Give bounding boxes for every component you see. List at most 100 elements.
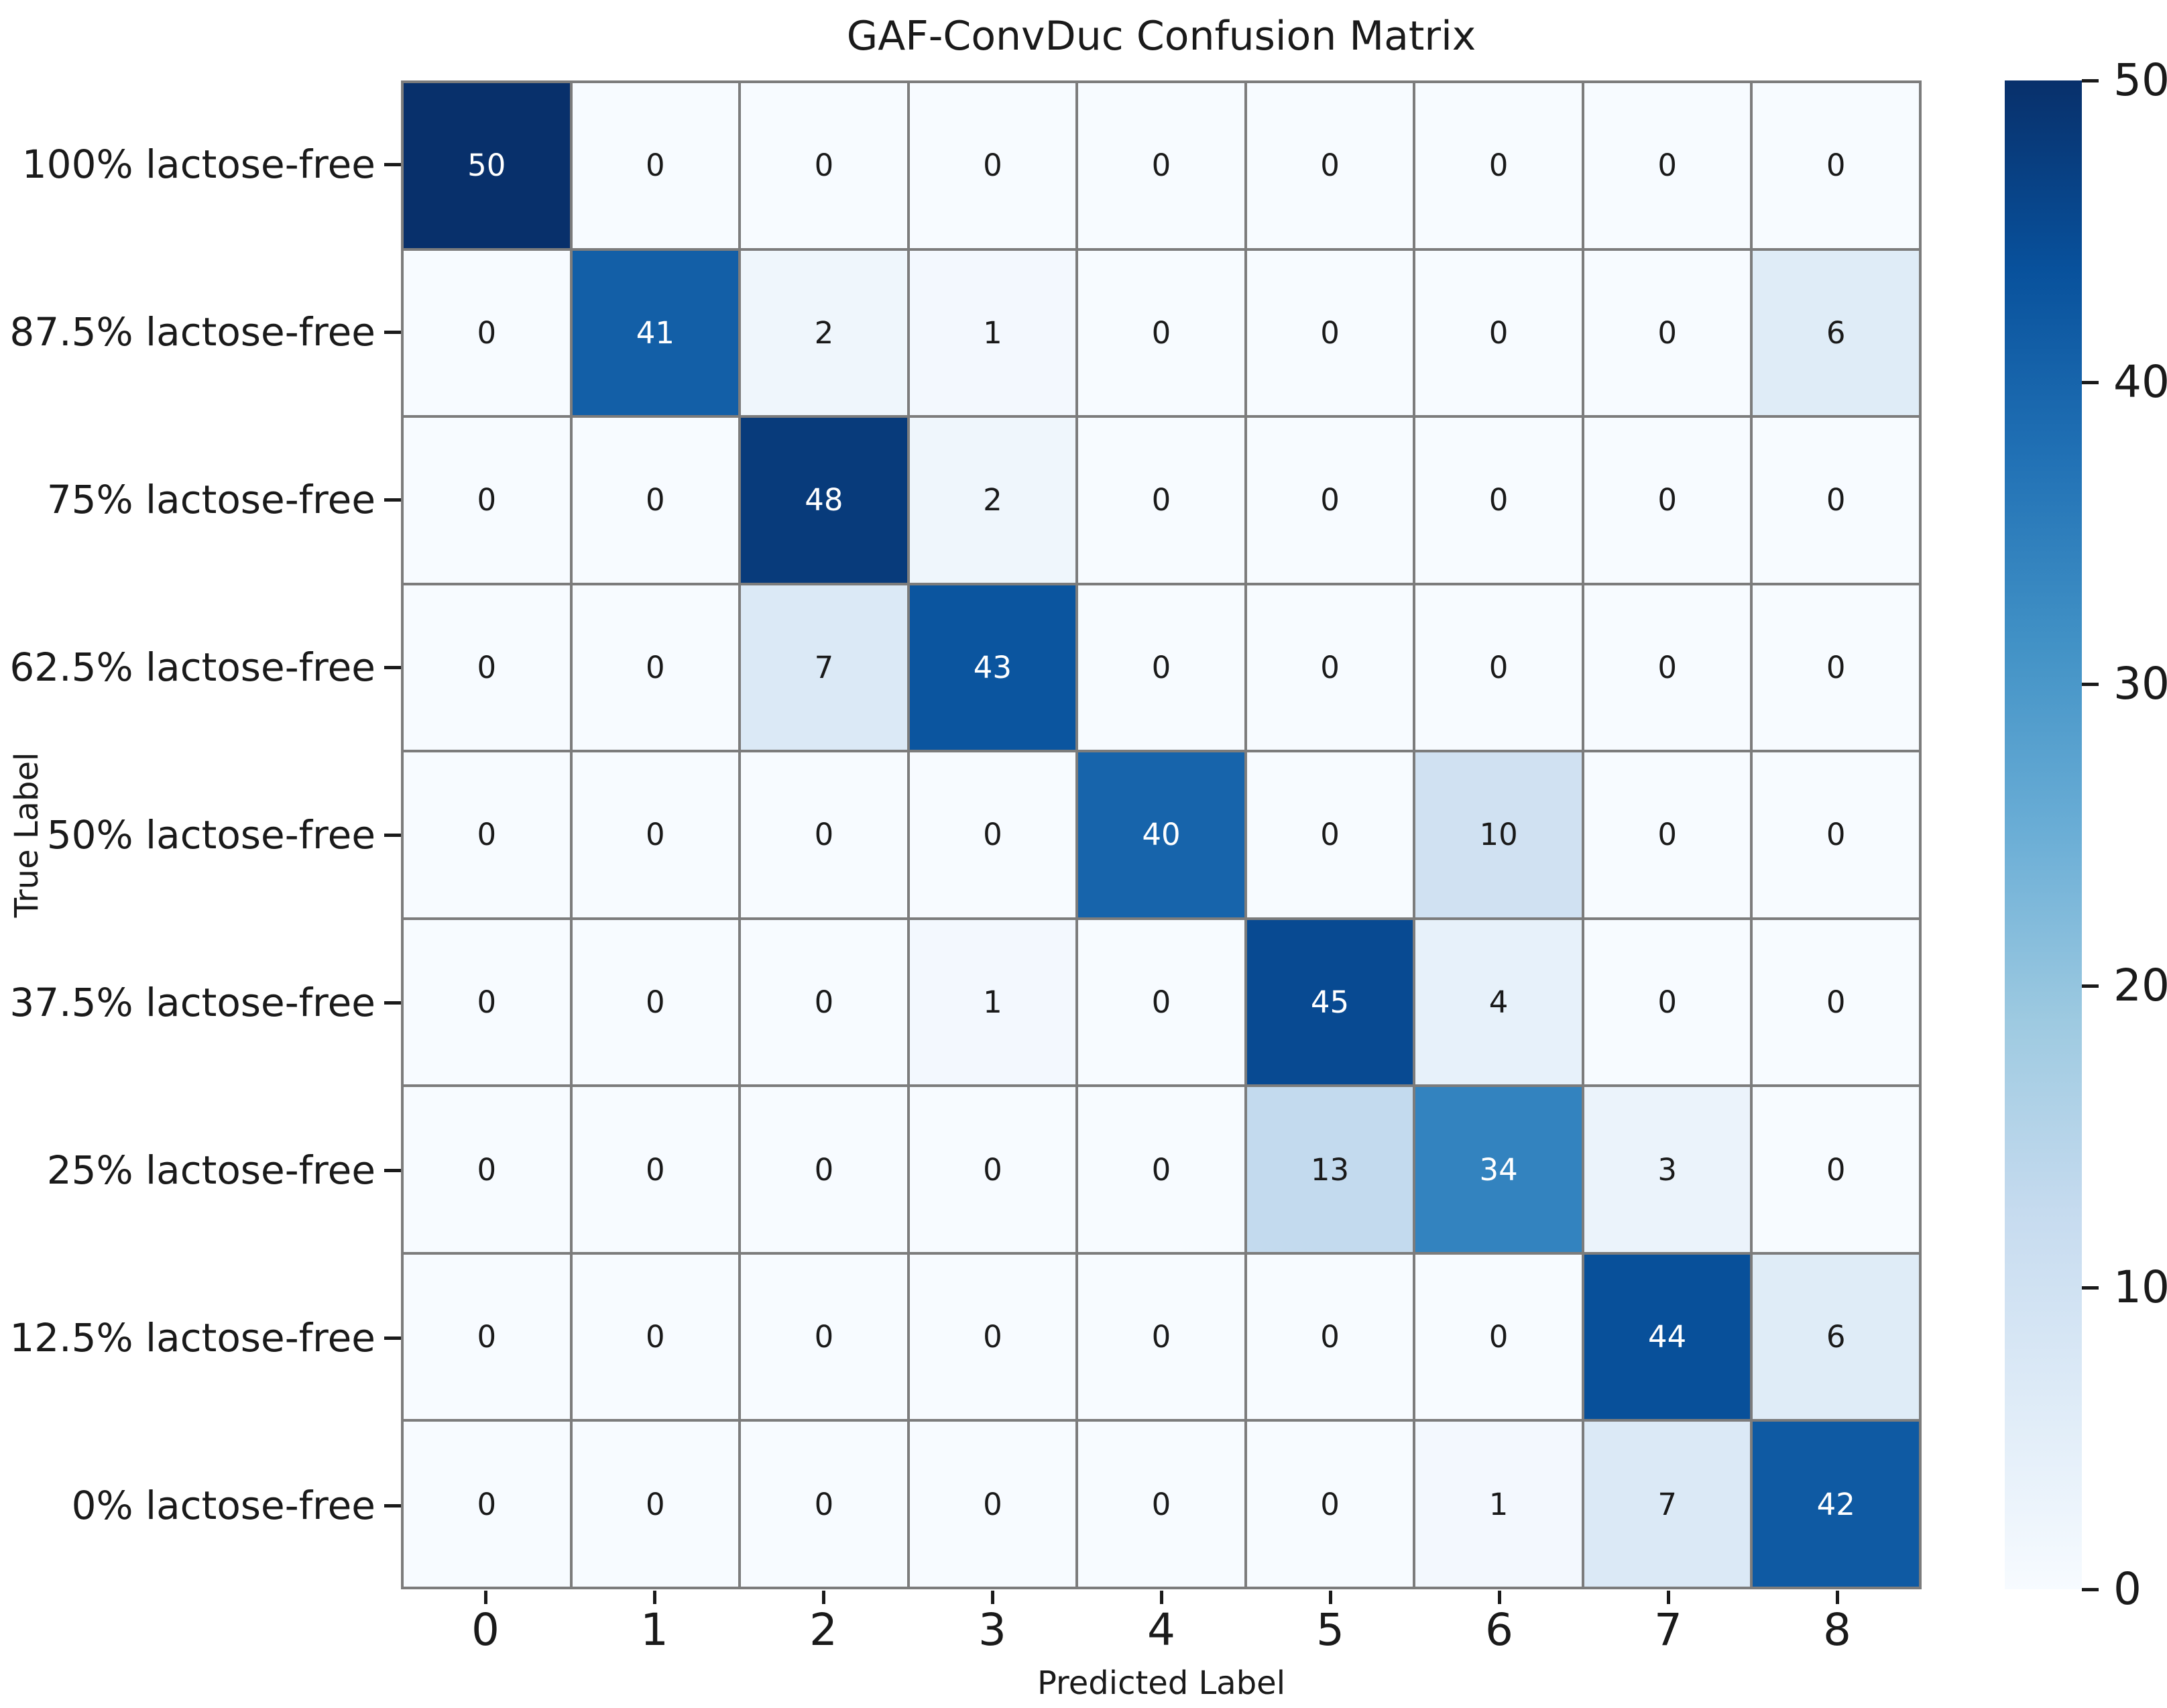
- heatmap-cell: 0: [1753, 585, 1919, 750]
- heatmap-cell: 0: [1246, 1422, 1413, 1587]
- heatmap-cell: 0: [1078, 250, 1244, 416]
- heatmap-cell: 0: [1584, 585, 1751, 750]
- y-tick-label: 37.5% lactose-free: [9, 980, 375, 1025]
- heatmap-cell: 1: [1415, 1422, 1582, 1587]
- heatmap-cell: 48: [741, 418, 907, 583]
- colorbar-tick-mark: [2082, 1286, 2099, 1290]
- x-axis-title: Predicted Label: [1037, 1664, 1286, 1702]
- heatmap-cell: 40: [1078, 752, 1244, 917]
- x-tick-label: 5: [1316, 1604, 1344, 1656]
- heatmap-cell: 0: [572, 585, 739, 750]
- y-tick-mark: [384, 1001, 401, 1005]
- heatmap-cell: 0: [572, 1422, 739, 1587]
- heatmap-cell: 42: [1753, 1422, 1919, 1587]
- heatmap-cell: 0: [1246, 752, 1413, 917]
- colorbar-tick-label: 40: [2113, 356, 2167, 408]
- heatmap-cell: 0: [1415, 1254, 1582, 1420]
- heatmap-cell: 0: [1246, 83, 1413, 248]
- heatmap-cell: 0: [909, 83, 1076, 248]
- heatmap-cell: 0: [1753, 919, 1919, 1085]
- colorbar-tick: 0: [2082, 1567, 2142, 1611]
- heatmap-cell: 44: [1584, 1254, 1751, 1420]
- x-tick-label: 0: [471, 1604, 500, 1656]
- x-tick-label: 2: [809, 1604, 837, 1656]
- heatmap-cell: 0: [1753, 418, 1919, 583]
- heatmap-cell: 41: [572, 250, 739, 416]
- heatmap-cell: 0: [1078, 418, 1244, 583]
- x-tick-mark: [990, 1591, 994, 1604]
- heatmap-cell: 10: [1415, 752, 1582, 917]
- colorbar-gradient: [2005, 80, 2082, 1589]
- colorbar-tick: 10: [2082, 1265, 2167, 1310]
- heatmap-cell: 0: [1584, 83, 1751, 248]
- y-tick-label: 0% lactose-free: [71, 1483, 375, 1528]
- colorbar-tick-mark: [2082, 682, 2099, 686]
- x-tick-label: 8: [1823, 1604, 1851, 1656]
- x-tick-label: 6: [1485, 1604, 1513, 1656]
- y-axis-tick-labels: 100% lactose-free 87.5% lactose-free 75% l…: [0, 80, 375, 1589]
- heatmap-cell: 13: [1246, 1087, 1413, 1252]
- heatmap-cell: 0: [1246, 418, 1413, 583]
- colorbar-tick-label: 20: [2113, 960, 2167, 1011]
- heatmap-cell: 0: [1584, 250, 1751, 416]
- heatmap-cell: 0: [404, 585, 570, 750]
- y-tick-mark: [384, 665, 401, 669]
- heatmap-cell: 45: [1246, 919, 1413, 1085]
- y-tick-label: 25% lactose-free: [46, 1147, 375, 1193]
- heatmap-cell: 0: [1078, 1422, 1244, 1587]
- y-tick-mark: [384, 1336, 401, 1340]
- y-tick-label: 87.5% lactose-free: [9, 309, 375, 355]
- heatmap-cell: 0: [572, 1087, 739, 1252]
- heatmap-cell: 4: [1415, 919, 1582, 1085]
- heatmap-cell: 1: [909, 919, 1076, 1085]
- heatmap-cell: 2: [909, 418, 1076, 583]
- x-tick-mark: [483, 1591, 487, 1604]
- heatmap-cell: 0: [1246, 585, 1413, 750]
- x-tick-mark: [1159, 1591, 1163, 1604]
- x-tick-label: 4: [1147, 1604, 1175, 1656]
- heatmap-cell: 0: [741, 752, 907, 917]
- x-tick-mark: [1666, 1591, 1670, 1604]
- y-tick-mark: [384, 833, 401, 837]
- heatmap-cell: 0: [404, 752, 570, 917]
- heatmap-cell: 0: [1078, 585, 1244, 750]
- colorbar-tick-label: 10: [2113, 1261, 2167, 1313]
- heatmap-cell: 0: [572, 1254, 739, 1420]
- heatmap-cell: 0: [1753, 752, 1919, 917]
- colorbar-tick-label: 0: [2113, 1563, 2142, 1615]
- heatmap-cell: 0: [741, 1254, 907, 1420]
- heatmap-cell: 0: [1078, 919, 1244, 1085]
- x-tick-mark: [652, 1591, 656, 1604]
- heatmap-cell: 7: [741, 585, 907, 750]
- heatmap-cell: 0: [572, 752, 739, 917]
- heatmap-cell: 0: [1246, 250, 1413, 416]
- heatmap-cell: 0: [909, 1422, 1076, 1587]
- heatmap-cell: 0: [404, 1254, 570, 1420]
- heatmap-grid: 50 0 0 0 0 0 0 0 0 0 41 2 1 0 0 0 0 6 0 0 48 2 0 0 0 0 0 0 0 7 43 0 0 0 0 0…: [401, 80, 1922, 1589]
- heatmap-cell: 34: [1415, 1087, 1582, 1252]
- y-tick-label: 12.5% lactose-free: [9, 1315, 375, 1361]
- heatmap-cell: 0: [1584, 752, 1751, 917]
- colorbar-tick: 50: [2082, 58, 2167, 103]
- x-tick-mark: [1835, 1591, 1839, 1604]
- heatmap-cell: 0: [741, 1087, 907, 1252]
- y-tick-mark: [384, 498, 401, 502]
- y-tick-mark: [384, 330, 401, 334]
- x-tick-mark: [1497, 1591, 1501, 1604]
- heatmap-cell: 0: [909, 1087, 1076, 1252]
- heatmap-cell: 3: [1584, 1087, 1751, 1252]
- colorbar-tick-mark: [2082, 380, 2099, 384]
- heatmap-cell: 0: [404, 418, 570, 583]
- heatmap-cell: 0: [404, 919, 570, 1085]
- heatmap-cell: 0: [909, 752, 1076, 917]
- y-tick-label: 50% lactose-free: [46, 812, 375, 858]
- colorbar-tick-label: 50: [2113, 54, 2167, 106]
- heatmap-cell: 0: [1584, 418, 1751, 583]
- colorbar-tick-mark: [2082, 78, 2099, 82]
- colorbar-tick-label: 30: [2113, 658, 2167, 709]
- y-tick-label: 75% lactose-free: [46, 477, 375, 522]
- heatmap-cell: 0: [1415, 418, 1582, 583]
- x-tick-label: 3: [978, 1604, 1006, 1656]
- heatmap-cell: 0: [572, 919, 739, 1085]
- heatmap-cell: 0: [1078, 1087, 1244, 1252]
